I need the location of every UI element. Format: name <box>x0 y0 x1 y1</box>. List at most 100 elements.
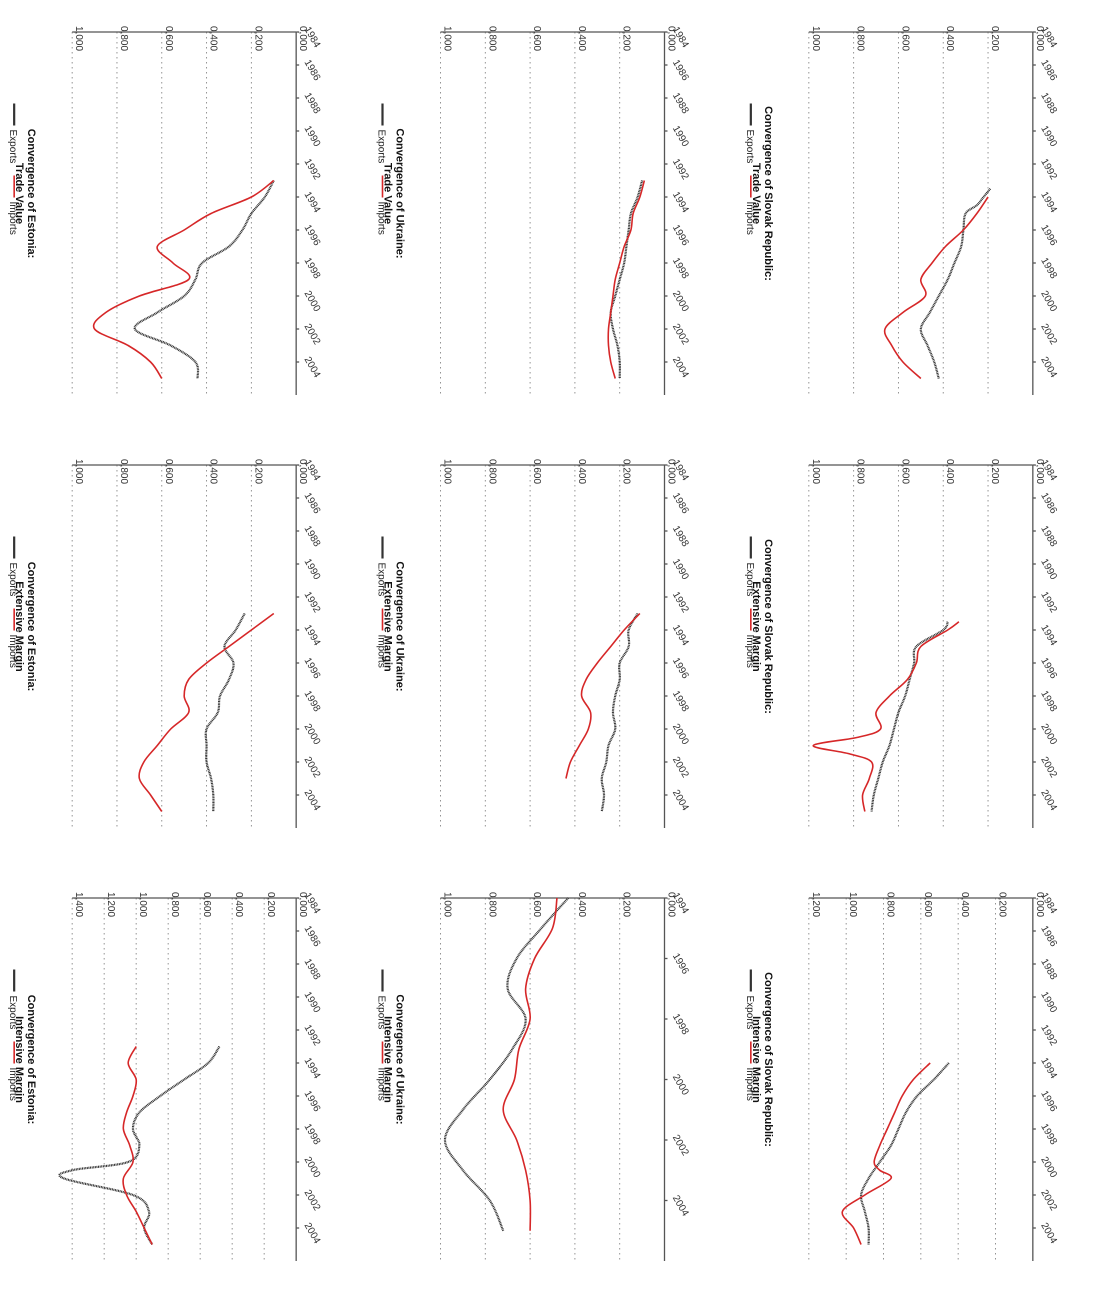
x-tick-label: 1988 <box>302 957 323 982</box>
x-tick-label: 1990 <box>1038 124 1059 149</box>
x-tick-label: 2004 <box>670 788 691 813</box>
y-tick-label: 0,200 <box>265 892 276 917</box>
y-tick-label: 1,000 <box>137 892 148 917</box>
x-tick-label: 2004 <box>302 1221 323 1246</box>
legend-label-imports: Imports <box>7 635 18 668</box>
x-tick-label: 2004 <box>670 1194 691 1219</box>
x-tick-label: 2000 <box>1038 289 1059 314</box>
x-tick-label: 1986 <box>1038 58 1059 83</box>
y-tick-label: 0,800 <box>118 26 129 51</box>
exports-series-line <box>919 188 992 379</box>
legend-label-imports: Imports <box>744 1068 755 1101</box>
y-tick-label: 0,400 <box>576 26 587 51</box>
chart-subtitle: Intensive Margin <box>13 1016 25 1103</box>
y-tick-label: 1,000 <box>810 26 821 51</box>
legend-label-exports: Exports <box>7 130 18 164</box>
legend-label-exports: Exports <box>376 130 387 164</box>
legend-label-exports: Exports <box>376 563 387 597</box>
x-tick-label: 1988 <box>302 524 323 549</box>
y-tick-label: 0,400 <box>208 26 219 51</box>
x-tick-label: 2002 <box>1038 322 1059 347</box>
x-tick-label: 1990 <box>670 124 691 149</box>
y-tick-label: 0,600 <box>922 892 933 917</box>
x-tick-label: 1996 <box>670 656 691 681</box>
imports-series-line <box>565 612 641 779</box>
x-tick-label: 1992 <box>1038 590 1059 615</box>
chart-title: Convergence of Ukraine: <box>394 561 406 691</box>
x-tick-label: 1988 <box>302 91 323 116</box>
y-tick-label: 0,800 <box>118 459 129 484</box>
chart-title: Convergence of Estonia: <box>25 995 37 1125</box>
x-tick-label: 1990 <box>1038 990 1059 1015</box>
legend-label-imports: Imports <box>376 202 387 235</box>
x-tick-label: 2002 <box>1038 1188 1059 1213</box>
y-tick-label: 0,200 <box>252 459 263 484</box>
x-tick-label: 1992 <box>1038 157 1059 182</box>
x-tick-label: 1994 <box>302 623 323 648</box>
y-tick-label: 0,600 <box>531 892 542 917</box>
y-tick-label: 0,600 <box>531 459 542 484</box>
chart-title: Convergence of Estonia: <box>25 129 37 259</box>
x-tick-label: 1986 <box>302 58 323 83</box>
y-tick-label: 1,000 <box>442 459 453 484</box>
y-tick-label: 0,800 <box>169 892 180 917</box>
x-tick-label: 1998 <box>1038 256 1059 281</box>
chart-title: Convergence of Slovak Republic: <box>762 106 774 281</box>
x-tick-label: 2000 <box>302 722 323 747</box>
y-tick-label: 1,000 <box>810 459 821 484</box>
imports-series-line <box>883 196 989 380</box>
exports-series-line <box>870 621 949 812</box>
x-tick-label: 1992 <box>670 157 691 182</box>
chart-panel: 0,000 0,200 0,400 0,600 0,800 1,000 1,200 1,400… <box>7 891 322 1261</box>
y-tick-label: 1,000 <box>847 892 858 917</box>
x-tick-label: 1992 <box>1038 1023 1059 1048</box>
y-tick-label: 1,400 <box>73 892 84 917</box>
legend-label-exports: Exports <box>744 130 755 164</box>
y-tick-label: 0,600 <box>899 459 910 484</box>
legend-label-exports: Exports <box>744 563 755 597</box>
imports-series-line <box>502 897 558 1231</box>
x-tick-label: 1994 <box>302 1056 323 1081</box>
y-tick-label: 1,000 <box>73 26 84 51</box>
exports-series-line <box>859 1062 950 1245</box>
imports-series-line <box>812 621 960 812</box>
y-tick-label: 0,800 <box>486 892 497 917</box>
imports-series-line <box>841 1062 931 1245</box>
x-tick-label: 1990 <box>670 557 691 582</box>
x-tick-label: 1992 <box>302 1023 323 1048</box>
x-tick-label: 2002 <box>670 755 691 780</box>
y-tick-label: 0,000 <box>297 459 308 484</box>
x-tick-label: 1996 <box>302 1089 323 1114</box>
x-tick-label: 2000 <box>670 289 691 314</box>
y-tick-label: 0,200 <box>989 459 1000 484</box>
legend-label-imports: Imports <box>7 202 18 235</box>
x-tick-label: 1986 <box>302 491 323 516</box>
x-tick-label: 1992 <box>302 590 323 615</box>
x-tick-label: 2002 <box>1038 755 1059 780</box>
y-tick-label: 0,400 <box>233 892 244 917</box>
exports-series-line <box>133 179 275 379</box>
chart-subtitle: Trade Value <box>13 163 25 224</box>
x-tick-label: 1996 <box>302 656 323 681</box>
x-tick-label: 1988 <box>1038 524 1059 549</box>
exports-series-line <box>58 1045 221 1246</box>
legend-label-exports: Exports <box>376 996 387 1030</box>
x-tick-label: 1998 <box>670 256 691 281</box>
x-tick-label: 1992 <box>302 157 323 182</box>
chart-title: Convergence of Ukraine: <box>394 128 406 258</box>
x-tick-label: 2004 <box>302 355 323 380</box>
x-tick-label: 2000 <box>670 722 691 747</box>
x-tick-label: 1986 <box>302 924 323 949</box>
x-tick-label: 1986 <box>1038 924 1059 949</box>
x-tick-label: 1994 <box>1038 190 1059 215</box>
x-tick-label: 2002 <box>302 755 323 780</box>
y-tick-label: 1,000 <box>73 459 84 484</box>
y-tick-label: 0,000 <box>1034 892 1045 917</box>
y-tick-label: 0,400 <box>944 459 955 484</box>
x-tick-label: 1986 <box>670 58 691 83</box>
legend-label-imports: Imports <box>7 1068 18 1101</box>
